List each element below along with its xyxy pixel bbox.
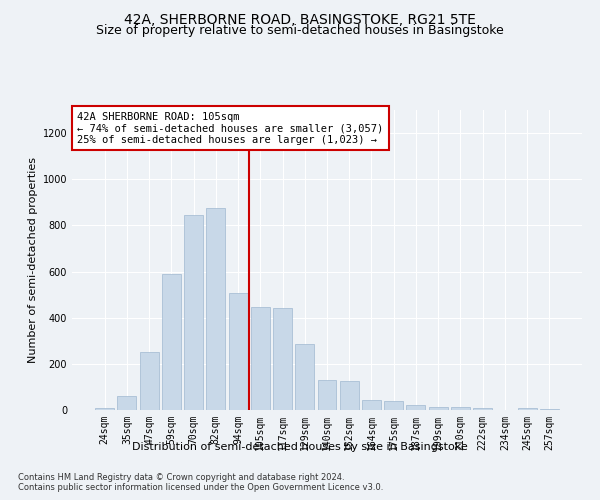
- Text: Contains HM Land Registry data © Crown copyright and database right 2024.: Contains HM Land Registry data © Crown c…: [18, 472, 344, 482]
- Bar: [540, 409, 559, 410]
- Bar: [251, 308, 270, 410]
- Text: 42A, SHERBORNE ROAD, BASINGSTOKE, RG21 5TE: 42A, SHERBORNE ROAD, BASINGSTOKE, RG21 5…: [124, 12, 476, 26]
- Bar: [317, 380, 337, 410]
- Bar: [384, 401, 403, 410]
- Bar: [406, 406, 425, 410]
- Text: Distribution of semi-detached houses by size in Basingstoke: Distribution of semi-detached houses by …: [132, 442, 468, 452]
- Y-axis label: Number of semi-detached properties: Number of semi-detached properties: [28, 157, 38, 363]
- Bar: [362, 400, 381, 410]
- Bar: [118, 396, 136, 410]
- Bar: [340, 381, 359, 410]
- Text: Size of property relative to semi-detached houses in Basingstoke: Size of property relative to semi-detach…: [96, 24, 504, 37]
- Bar: [95, 408, 114, 410]
- Text: Contains public sector information licensed under the Open Government Licence v3: Contains public sector information licen…: [18, 482, 383, 492]
- Bar: [206, 208, 225, 410]
- Bar: [229, 294, 248, 410]
- Bar: [473, 408, 492, 410]
- Bar: [273, 308, 292, 410]
- Bar: [184, 215, 203, 410]
- Bar: [295, 344, 314, 410]
- Bar: [162, 274, 181, 410]
- Bar: [518, 408, 536, 410]
- Bar: [140, 352, 158, 410]
- Text: 42A SHERBORNE ROAD: 105sqm
← 74% of semi-detached houses are smaller (3,057)
25%: 42A SHERBORNE ROAD: 105sqm ← 74% of semi…: [77, 112, 383, 144]
- Bar: [429, 406, 448, 410]
- Bar: [451, 407, 470, 410]
